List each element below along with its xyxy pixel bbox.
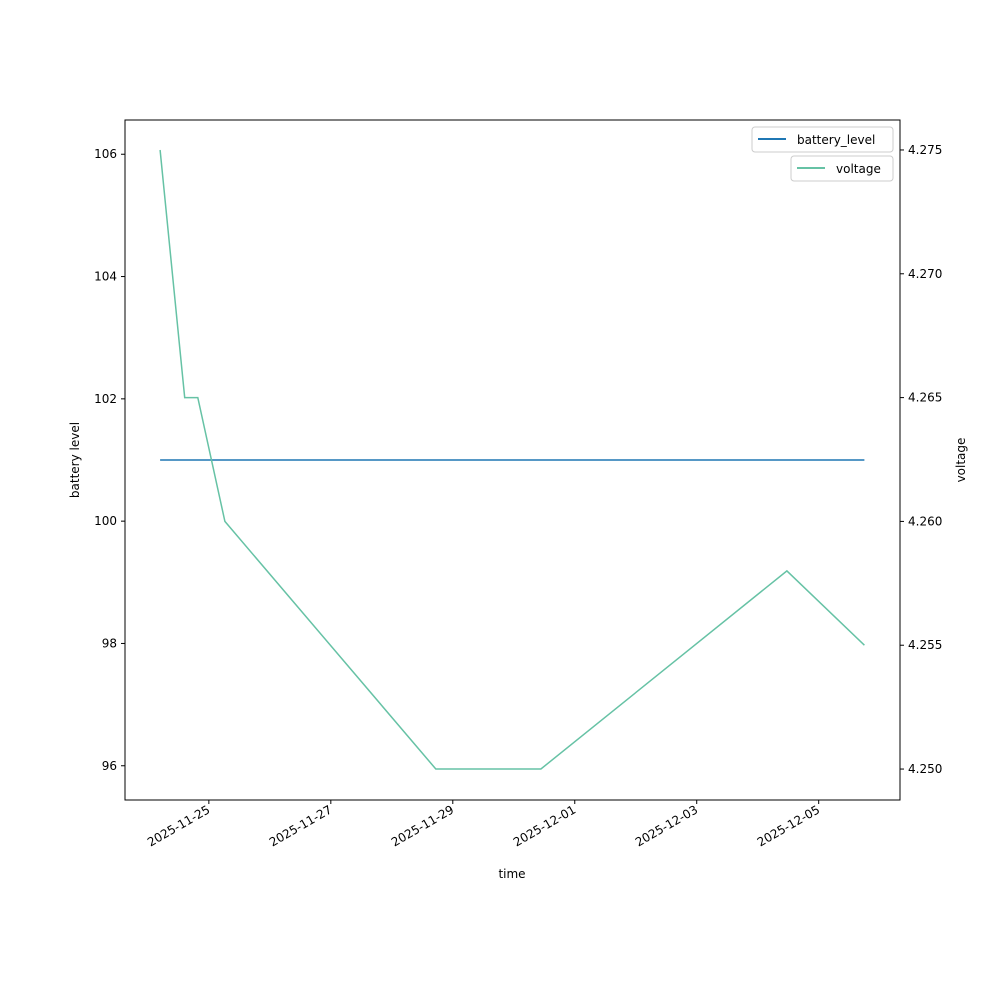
y-left-tick-label: 104: [94, 270, 117, 284]
x-tick-label: 2025-11-27: [267, 802, 334, 849]
series-line-voltage: [159, 149, 865, 770]
legend-battery: battery_level: [751, 126, 894, 153]
y-right-tick-label: 4.255: [908, 638, 942, 652]
x-axis: 2025-11-25 2025-11-27 2025-11-29 2025-12-01…: [145, 800, 822, 849]
y-right-tick-label: 4.265: [908, 391, 942, 405]
x-tick-label: 2025-12-01: [511, 802, 578, 849]
legend-battery-label: battery_level: [797, 133, 875, 147]
y-right-tick-label: 4.275: [908, 143, 942, 157]
x-tick-label: 2025-11-25: [145, 802, 212, 849]
y-right-tick-label: 4.250: [908, 762, 942, 776]
y-axis-right: 4.250 4.255 4.260 4.265 4.270 4.275: [900, 143, 942, 776]
x-tick-label: 2025-12-03: [633, 802, 700, 849]
y-right-tick-label: 4.260: [908, 514, 942, 528]
x-axis-label: time: [498, 867, 525, 881]
y-left-tick-label: 98: [102, 636, 117, 650]
x-tick-label: 2025-11-29: [389, 802, 456, 849]
axes-frame: [124, 119, 901, 801]
plot-area: [159, 149, 865, 770]
legend-voltage-label: voltage: [836, 162, 881, 176]
y-left-tick-label: 100: [94, 514, 117, 528]
y-axis-left: 96 98 100 102 104 106: [94, 147, 125, 773]
y-axis-left-label: battery level: [68, 422, 82, 498]
y-axis-right-label: voltage: [954, 438, 968, 483]
legend-voltage: voltage: [790, 155, 894, 182]
y-right-tick-label: 4.270: [908, 267, 942, 281]
y-left-tick-label: 102: [94, 392, 117, 406]
x-tick-label: 2025-12-05: [755, 802, 822, 849]
y-left-tick-label: 106: [94, 147, 117, 161]
y-left-tick-label: 96: [102, 759, 117, 773]
